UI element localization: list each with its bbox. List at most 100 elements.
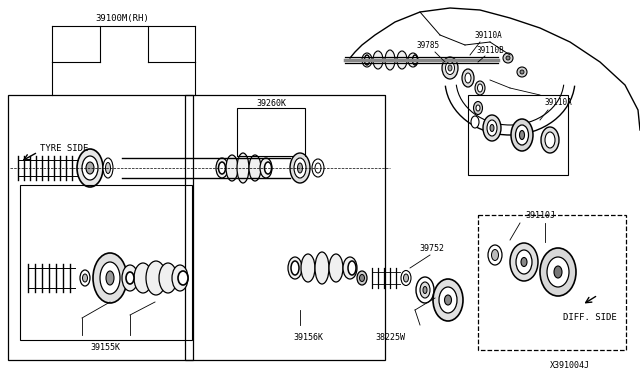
Text: 39110A: 39110A: [544, 97, 572, 106]
Ellipse shape: [237, 153, 249, 183]
Ellipse shape: [315, 252, 329, 284]
Circle shape: [503, 53, 513, 63]
Ellipse shape: [365, 55, 369, 65]
Ellipse shape: [477, 84, 483, 92]
Ellipse shape: [216, 158, 228, 178]
Ellipse shape: [483, 115, 501, 141]
Ellipse shape: [298, 163, 303, 173]
Ellipse shape: [343, 257, 357, 279]
Ellipse shape: [462, 69, 474, 87]
Text: 38225W: 38225W: [375, 334, 405, 343]
Text: 39785: 39785: [417, 41, 440, 49]
Ellipse shape: [475, 81, 485, 95]
Ellipse shape: [520, 131, 525, 140]
Ellipse shape: [315, 163, 321, 173]
Ellipse shape: [83, 274, 88, 282]
Ellipse shape: [439, 287, 457, 313]
Ellipse shape: [288, 257, 302, 279]
Ellipse shape: [403, 274, 408, 282]
Ellipse shape: [260, 158, 272, 178]
Bar: [237, 108, 305, 156]
Ellipse shape: [445, 61, 454, 74]
Ellipse shape: [465, 73, 471, 83]
Ellipse shape: [515, 125, 529, 145]
Bar: [8, 95, 193, 360]
Ellipse shape: [521, 257, 527, 266]
Bar: [468, 95, 568, 175]
Text: DIFF. SIDE: DIFF. SIDE: [563, 314, 617, 323]
Ellipse shape: [226, 155, 238, 181]
Circle shape: [506, 56, 510, 60]
Text: 39752: 39752: [419, 244, 445, 253]
Ellipse shape: [134, 263, 152, 293]
Ellipse shape: [476, 105, 480, 111]
Ellipse shape: [126, 272, 134, 284]
Ellipse shape: [408, 53, 418, 67]
Ellipse shape: [93, 253, 127, 303]
Ellipse shape: [541, 127, 559, 153]
Ellipse shape: [106, 163, 111, 173]
Ellipse shape: [547, 257, 569, 287]
Ellipse shape: [348, 261, 356, 275]
Ellipse shape: [545, 132, 555, 148]
Ellipse shape: [218, 162, 225, 174]
Ellipse shape: [540, 248, 576, 296]
Text: 39260K: 39260K: [256, 99, 286, 108]
Ellipse shape: [362, 53, 372, 67]
Ellipse shape: [357, 271, 367, 285]
Ellipse shape: [106, 271, 114, 285]
Ellipse shape: [423, 286, 427, 294]
Ellipse shape: [312, 159, 324, 177]
Ellipse shape: [86, 162, 94, 174]
Ellipse shape: [416, 277, 434, 303]
Ellipse shape: [172, 265, 188, 291]
Ellipse shape: [448, 65, 452, 71]
Ellipse shape: [442, 57, 458, 79]
Text: 39155K: 39155K: [90, 343, 120, 353]
Text: 39110A: 39110A: [474, 31, 502, 39]
Ellipse shape: [420, 282, 430, 298]
Ellipse shape: [146, 261, 166, 295]
Ellipse shape: [413, 55, 417, 65]
Ellipse shape: [290, 153, 310, 183]
Ellipse shape: [178, 271, 188, 285]
Ellipse shape: [291, 261, 299, 275]
Circle shape: [517, 67, 527, 77]
Ellipse shape: [100, 262, 120, 294]
Text: X391004J: X391004J: [550, 360, 590, 369]
Ellipse shape: [294, 158, 306, 178]
Text: 39110J: 39110J: [525, 211, 555, 219]
Ellipse shape: [329, 254, 343, 282]
Text: TYRE SIDE: TYRE SIDE: [40, 144, 88, 153]
Ellipse shape: [249, 155, 261, 181]
Bar: [20, 185, 192, 340]
Ellipse shape: [82, 156, 98, 180]
Circle shape: [520, 70, 524, 74]
Text: 39110B: 39110B: [476, 45, 504, 55]
Ellipse shape: [80, 270, 90, 286]
Text: 39156K: 39156K: [293, 334, 323, 343]
Ellipse shape: [360, 275, 365, 282]
Ellipse shape: [373, 51, 383, 69]
Bar: [478, 215, 626, 350]
Ellipse shape: [77, 149, 103, 187]
Ellipse shape: [474, 102, 483, 115]
Ellipse shape: [490, 125, 494, 131]
Ellipse shape: [554, 266, 562, 278]
Ellipse shape: [516, 250, 532, 274]
Ellipse shape: [103, 158, 113, 178]
Ellipse shape: [471, 116, 479, 128]
Ellipse shape: [264, 162, 271, 174]
Ellipse shape: [488, 245, 502, 265]
Ellipse shape: [511, 119, 533, 151]
Ellipse shape: [445, 295, 451, 305]
Ellipse shape: [510, 243, 538, 281]
Text: 39100M(RH): 39100M(RH): [95, 13, 149, 22]
Ellipse shape: [397, 51, 407, 69]
Ellipse shape: [492, 250, 499, 260]
Ellipse shape: [159, 263, 177, 293]
Bar: [185, 95, 385, 360]
Ellipse shape: [433, 279, 463, 321]
Ellipse shape: [487, 120, 497, 136]
Ellipse shape: [401, 270, 411, 285]
